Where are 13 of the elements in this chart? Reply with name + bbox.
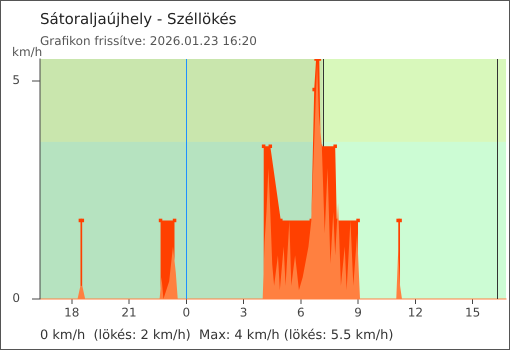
x-tick-label: 15: [464, 305, 480, 320]
x-tick-label: 3: [240, 305, 248, 320]
x-tick-label: 12: [408, 305, 423, 320]
x-tick-label: 18: [64, 305, 80, 320]
y-axis-title: km/h: [12, 45, 42, 59]
x-tick-label: 9: [354, 305, 362, 320]
x-tick-label: 0: [182, 305, 190, 320]
x-tick-label: 6: [297, 305, 305, 320]
text: 0 km/h (lökés: 2 km/h) Max: 4 km/h (lökés: 5.5 km/h): [40, 328, 394, 343]
chart-title: Sátoraljaújhely - Széllökés: [40, 10, 237, 28]
x-tick-label: 21: [121, 305, 137, 320]
chart-subtitle: Grafikon frissítve: 2026.01.23 16:20: [40, 34, 257, 48]
y-tick-label: 5: [12, 72, 20, 87]
